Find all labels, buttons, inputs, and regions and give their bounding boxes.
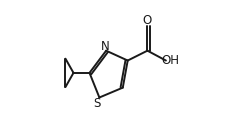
Text: O: O: [142, 14, 151, 27]
Text: OH: OH: [161, 54, 179, 67]
Text: S: S: [93, 97, 100, 109]
Text: N: N: [101, 40, 109, 53]
